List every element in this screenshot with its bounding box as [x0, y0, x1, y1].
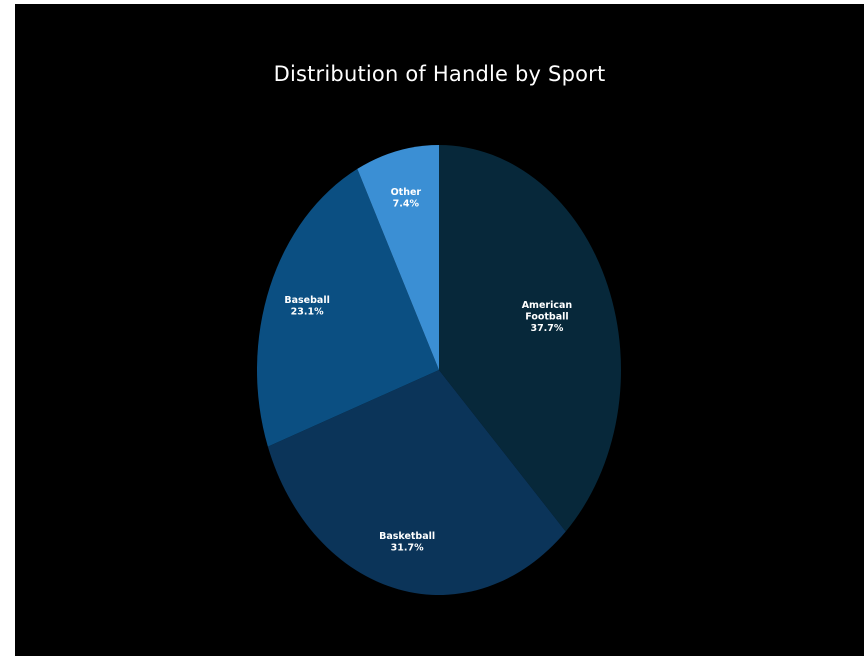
chart-title: Distribution of Handle by Sport [273, 62, 606, 86]
slice-name-label: Baseball [284, 295, 329, 306]
slice-value-label: 37.7% [530, 323, 563, 334]
slice-name-label: Basketball [379, 531, 435, 542]
pie-slice-american-football [439, 145, 621, 532]
slice-name-label: Football [525, 311, 568, 322]
slice-value-label: 31.7% [391, 542, 424, 553]
slice-name-label: American [522, 300, 573, 311]
slice-value-label: 7.4% [393, 198, 420, 209]
chart-frame: Distribution of Handle by Sport American… [15, 4, 864, 656]
slice-name-label: Other [391, 187, 422, 198]
slice-value-label: 23.1% [291, 306, 324, 317]
pie-slice-basketball [267, 370, 566, 595]
pie-slice-other [357, 145, 439, 370]
pie-slice-baseball [257, 168, 439, 447]
